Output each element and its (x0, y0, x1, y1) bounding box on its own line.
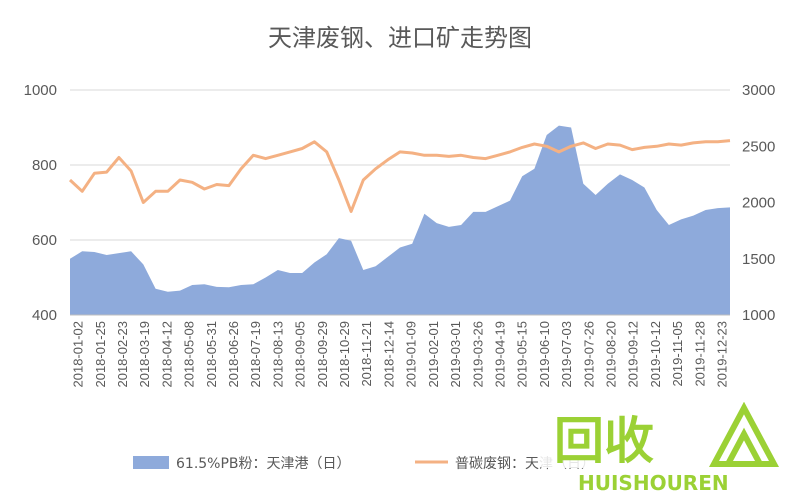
x-tick-label: 2019-11-05 (670, 321, 685, 387)
legend: 61.5%PB粉：天津港（日） 普碳废钢：天津（日） (133, 456, 595, 472)
watermark-logo: 回收 HUISHOUREN (538, 402, 780, 495)
x-tick-label: 2019-07-26 (581, 321, 596, 388)
y-right-tick-label: 3000 (742, 82, 775, 99)
y-right-tick-label: 2500 (742, 138, 775, 155)
x-tick-label: 2019-03-01 (448, 321, 463, 388)
watermark-text: 回收 (554, 412, 654, 470)
y-right-tick-label: 1500 (742, 251, 775, 268)
x-tick-label: 2018-01-25 (93, 321, 108, 388)
legend-swatch-iron-ore (133, 456, 169, 469)
x-tick-label: 2018-09-29 (315, 321, 330, 388)
x-tick-label: 2019-12-23 (715, 321, 730, 388)
x-tick-label: 2018-10-29 (337, 321, 352, 388)
recycle-arrow-icon (708, 402, 780, 467)
line-series-scrap-steel (68, 139, 731, 213)
x-tick-label: 2019-02-01 (426, 321, 441, 388)
y-right-tick-label: 1000 (742, 307, 775, 324)
x-tick-label: 2019-06-10 (537, 321, 552, 388)
x-tick-label: 2018-09-05 (293, 321, 308, 388)
chart-title: 天津废钢、进口矿走势图 (268, 24, 532, 52)
x-tick-label: 2019-08-20 (604, 321, 619, 388)
y-left-tick-label: 800 (32, 157, 57, 174)
y-left-tick-label: 600 (32, 232, 57, 249)
x-tick-label: 2019-04-19 (492, 321, 507, 388)
x-tick-label: 2018-06-26 (226, 321, 241, 388)
x-tick-label: 2019-07-03 (559, 321, 574, 388)
x-tick-label: 2018-02-23 (115, 321, 130, 388)
watermark-bg (538, 406, 683, 468)
y-right-tick-label: 2000 (742, 195, 775, 212)
series-area-iron-ore (70, 125, 730, 315)
x-tick-label: 2019-05-15 (515, 321, 530, 388)
watermark-subtext: HUISHOUREN (578, 471, 729, 495)
x-tick-label: 2018-07-19 (248, 321, 263, 388)
x-tick-label: 2018-05-08 (182, 321, 197, 388)
series-line-scrap-steel (68, 139, 731, 213)
y-axis-left: 1000 800 600 400 (24, 82, 57, 324)
x-tick-label: 2018-04-12 (159, 321, 174, 388)
x-tick-label: 2018-03-19 (137, 321, 152, 388)
y-axis-right: 3000 2500 2000 1500 1000 (742, 82, 775, 324)
y-left-tick-label: 1000 (24, 82, 57, 99)
x-axis: 2018-01-02 2018-01-25 2018-02-23 2018-03-19… (70, 314, 730, 388)
x-tick-label: 2018-05-31 (204, 321, 219, 388)
x-tick-label: 2019-11-28 (692, 321, 707, 387)
x-tick-label: 2018-01-02 (71, 321, 86, 388)
x-tick-label: 2019-10-12 (648, 321, 663, 388)
legend-label-iron-ore: 61.5%PB粉：天津港（日） (176, 456, 351, 472)
x-tick-label: 2019-01-09 (404, 321, 419, 388)
area-series-iron-ore (70, 125, 730, 315)
y-left-tick-label: 400 (32, 307, 57, 324)
x-tick-label: 2019-09-12 (626, 321, 641, 388)
x-tick-label: 2018-11-21 (359, 321, 374, 387)
x-tick-label: 2018-08-13 (270, 321, 285, 388)
x-tick-label: 2018-12-14 (381, 321, 396, 388)
x-tick-label: 2019-03-26 (470, 321, 485, 388)
